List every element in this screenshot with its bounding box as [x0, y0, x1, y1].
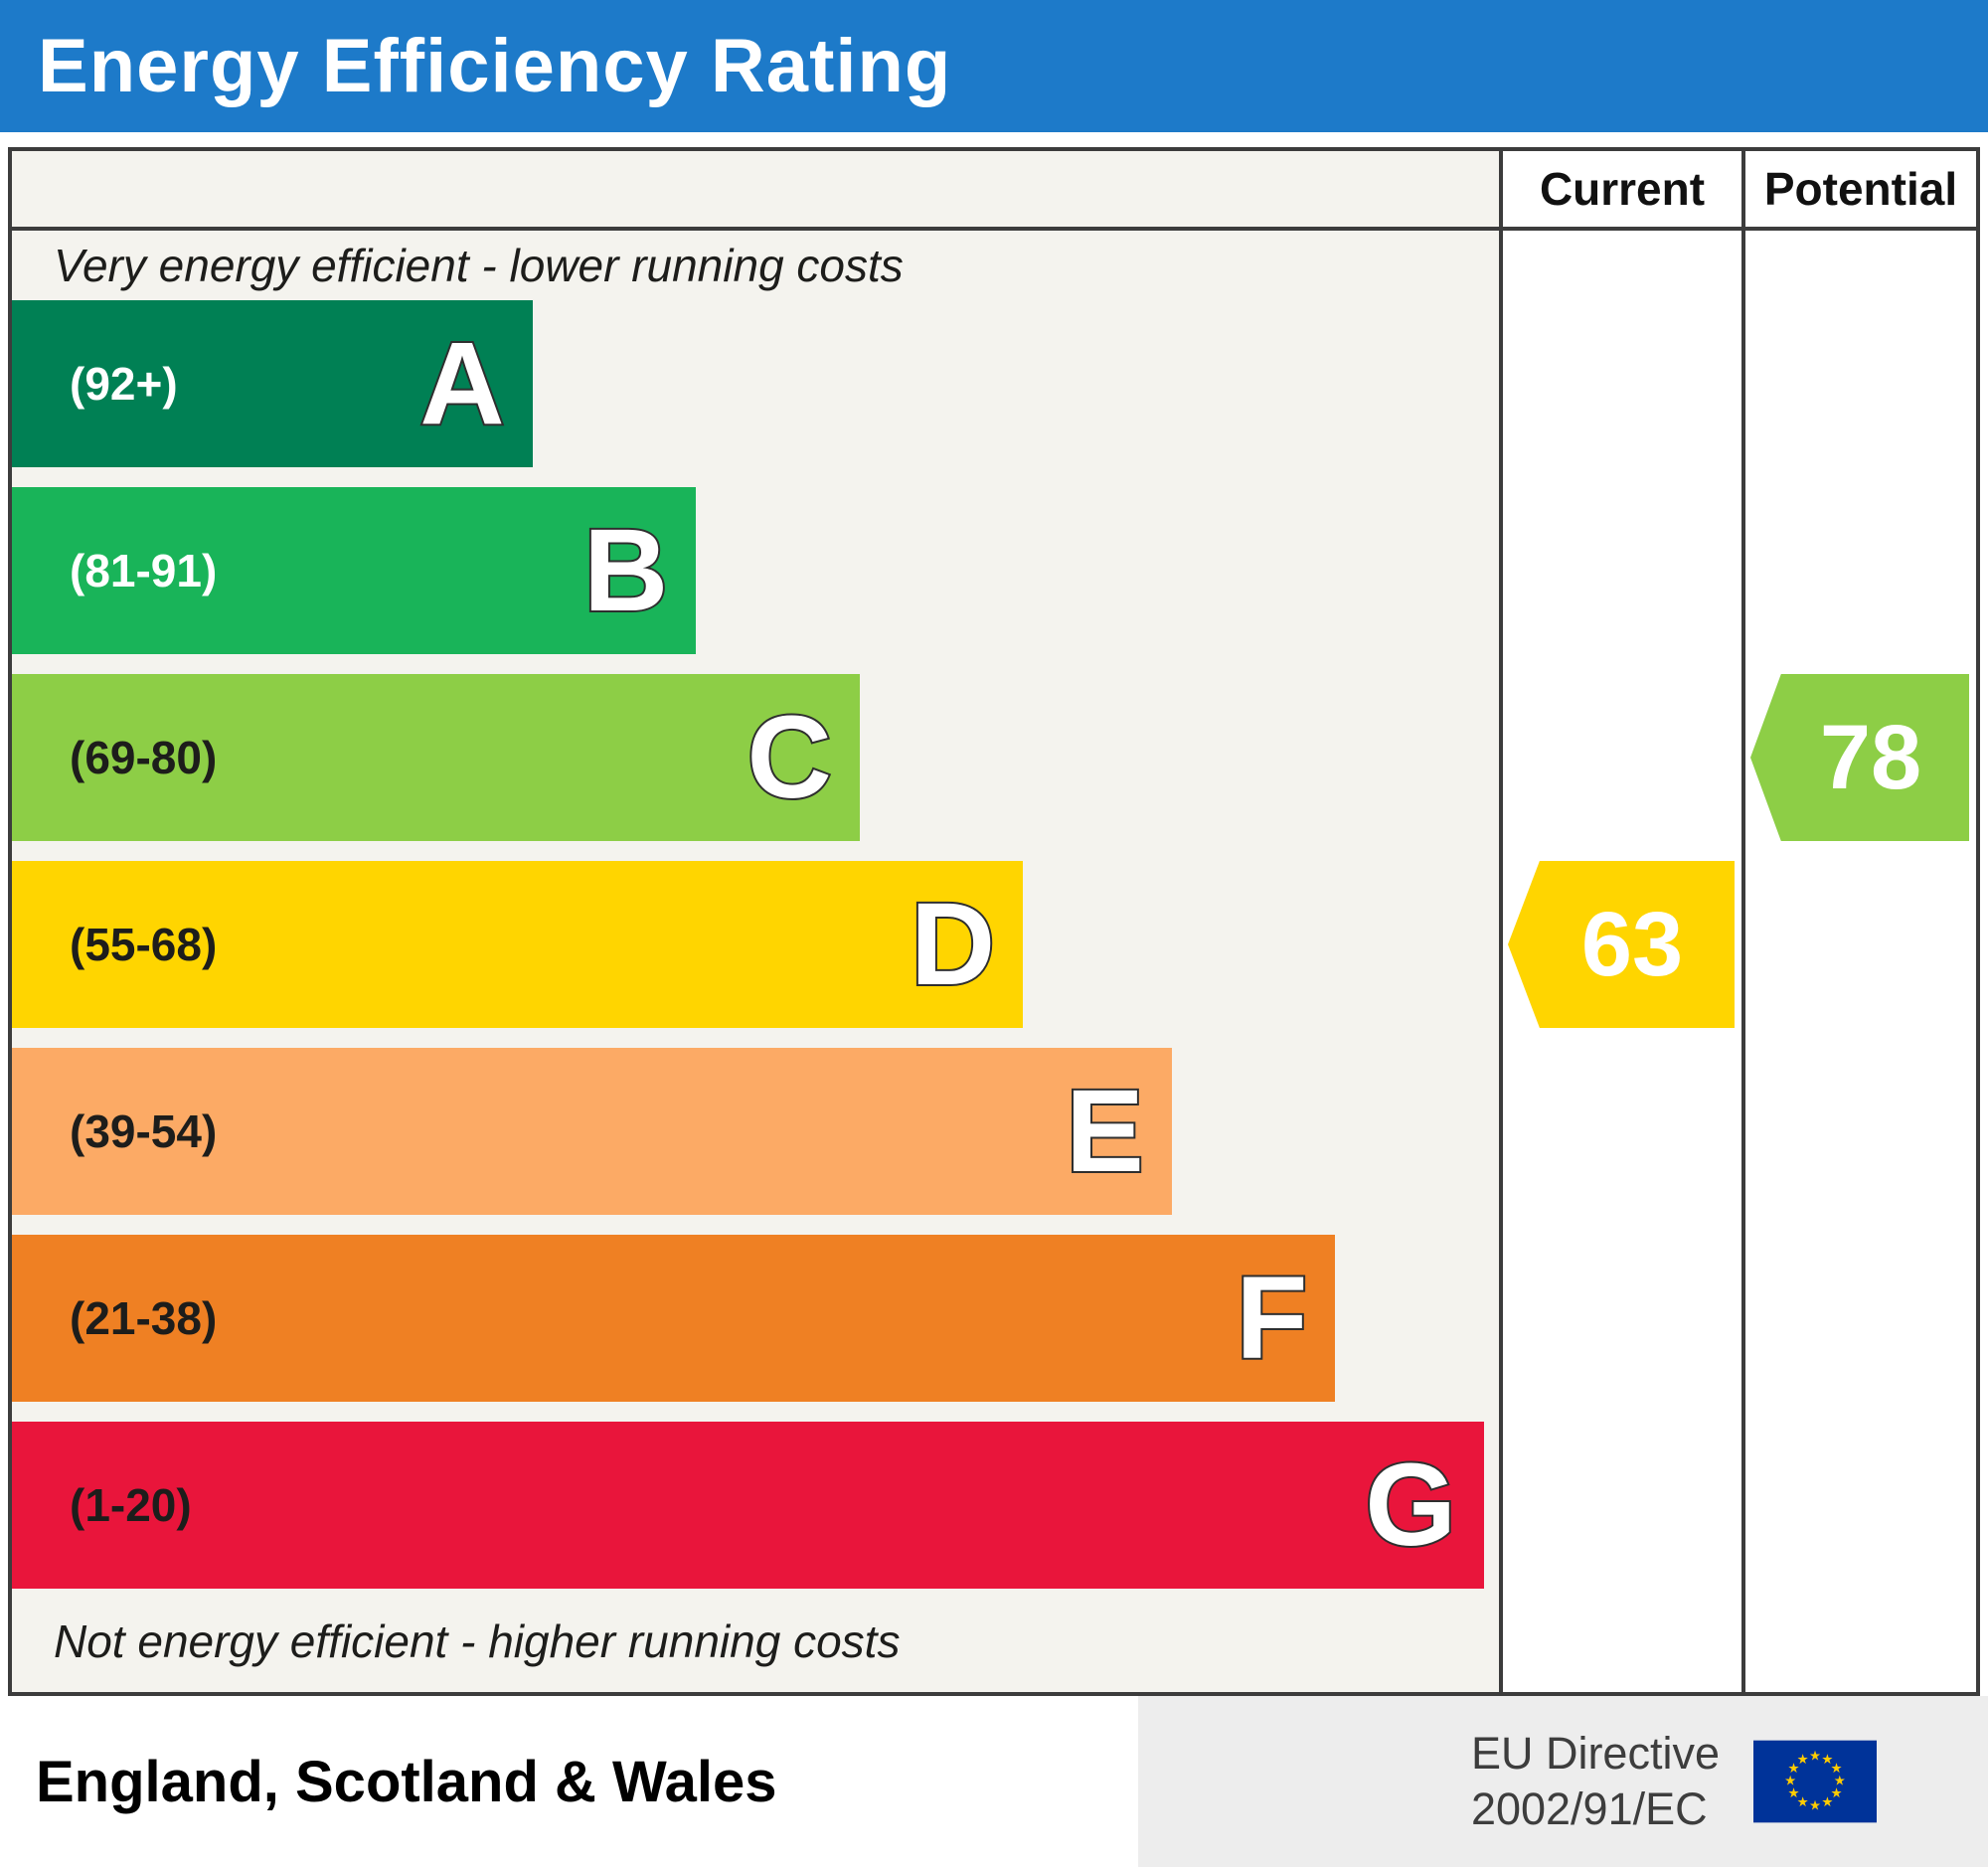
eu-flag-star: ★: [1788, 1786, 1800, 1801]
band-f: (21-38) F: [12, 1235, 1336, 1402]
chart-body: Very energy efficient - lower running co…: [12, 231, 1976, 1692]
band-range-label: (21-38): [70, 1292, 218, 1344]
bottom-note: Not energy efficient - higher running co…: [54, 1615, 901, 1667]
band-d: (55-68) D: [12, 861, 1024, 1028]
band-g: (1-20) G: [12, 1422, 1485, 1589]
band-scale: Very energy efficient - lower running co…: [12, 231, 1499, 1692]
current-column: 63: [1499, 231, 1741, 1692]
eu-flag-star: ★: [1788, 1762, 1800, 1777]
band-a: (92+) A: [12, 300, 533, 467]
eu-flag-field: [1753, 1740, 1877, 1823]
chart-header-row: Current Potential: [12, 151, 1976, 231]
eu-flag-icon: ★ ★★★★★★★★★★★: [1753, 1740, 1877, 1823]
band-letter: E: [1064, 1066, 1146, 1197]
page-title: Energy Efficiency Rating: [38, 24, 952, 108]
top-note: Very energy efficient - lower running co…: [54, 240, 904, 291]
eu-flag-star: ★: [1821, 1753, 1833, 1768]
eu-flag-stars: ★ ★★★★★★★★★★★: [1784, 1750, 1846, 1814]
band-letter: C: [745, 692, 833, 823]
band-e: (39-54) E: [12, 1048, 1172, 1215]
eu-flag-star: ★: [1830, 1762, 1842, 1777]
region-label: England, Scotland & Wales: [0, 1696, 1138, 1867]
bands-container: (92+) A (81-91) B (69-80) C (55-68) D (39-54) E (2…: [12, 300, 1499, 1589]
eu-flag-star: ★: [1784, 1775, 1796, 1789]
potential-column-header: Potential: [1741, 151, 1976, 227]
eu-flag-star: ★: [1797, 1753, 1809, 1768]
eu-directive-line1: EU Directive: [1470, 1727, 1720, 1779]
current-rating-arrow: 63: [1508, 861, 1735, 1028]
band-letter: G: [1363, 1440, 1458, 1571]
eu-flag-star: ★: [1821, 1795, 1833, 1810]
band-range-label: (55-68): [70, 919, 218, 970]
footer: England, Scotland & Wales EU Directive 2…: [0, 1696, 1988, 1867]
band-range-label: (92+): [70, 358, 178, 410]
band-c: (69-80) C: [12, 674, 860, 841]
band-letter: D: [909, 879, 997, 1010]
band-letter: A: [417, 318, 506, 449]
energy-rating-chart: Current Potential Very energy efficient …: [8, 147, 1980, 1696]
band-range-label: (81-91): [70, 545, 218, 596]
band-range-label: (39-54): [70, 1105, 218, 1157]
eu-flag-star: ★: [1830, 1786, 1842, 1801]
eu-flag-star: ★: [1809, 1750, 1821, 1765]
eu-directive-panel: EU Directive 2002/91/EC ★ ★ ★ ★ ★ ★ ★ ★ ★ ★ ★ ★: [1138, 1696, 1988, 1867]
eu-flag-star: ★: [1834, 1775, 1846, 1789]
eu-flag-star: ★: [1809, 1798, 1821, 1813]
potential-rating-arrow-value: 78: [1819, 706, 1922, 808]
title-bar: Energy Efficiency Rating: [0, 0, 1988, 132]
band-range-label: (1-20): [70, 1479, 192, 1531]
eu-flag-star: ★: [1797, 1795, 1809, 1810]
eu-directive-text: EU Directive 2002/91/EC: [1471, 1726, 1720, 1838]
current-rating-arrow-value: 63: [1580, 893, 1684, 995]
potential-rating-arrow: 78: [1750, 674, 1969, 841]
eu-directive-line2: 2002/91/EC: [1470, 1783, 1708, 1834]
band-range-label: (69-80): [70, 732, 218, 783]
band-b: (81-91) B: [12, 487, 697, 654]
band-letter: B: [581, 505, 670, 636]
band-letter: F: [1234, 1253, 1309, 1384]
chart-header-spacer: [12, 151, 1499, 227]
current-column-header: Current: [1499, 151, 1741, 227]
potential-column: 78: [1741, 231, 1976, 1692]
